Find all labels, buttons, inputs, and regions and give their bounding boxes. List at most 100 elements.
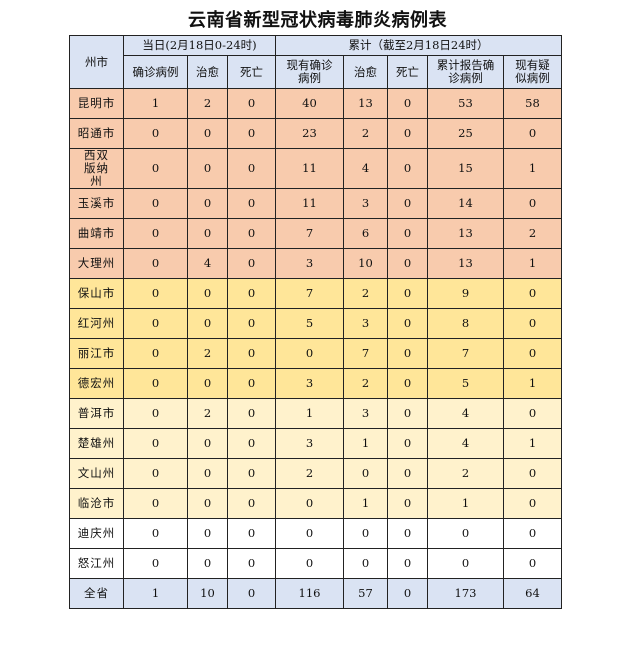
- cell-cum-reported: 0: [427, 518, 504, 549]
- cell-daily-cured: 0: [187, 118, 228, 149]
- region-name: 丽江市: [69, 338, 124, 369]
- cell-cum-reported: 0: [427, 548, 504, 579]
- cell-cum-cured: 2: [343, 118, 388, 149]
- cell-cum-deaths: 0: [387, 488, 428, 519]
- cell-current-suspected: 64: [503, 578, 562, 609]
- cell-daily-cured: 2: [187, 398, 228, 429]
- region-name: 怒江州: [69, 548, 124, 579]
- header-cumulative-group: 累计（截至2月18日24时）: [275, 35, 562, 56]
- cell-current-confirmed: 11: [275, 148, 344, 189]
- cell-cum-deaths: 0: [387, 548, 428, 579]
- cell-daily-confirmed: 0: [123, 308, 188, 339]
- cell-cum-cured: 0: [343, 548, 388, 579]
- cell-daily-deaths: 0: [227, 518, 276, 549]
- cell-cum-cured: 57: [343, 578, 388, 609]
- table-row: 普洱市 0 2 0 1 3 0 4 0: [69, 398, 562, 429]
- cell-current-suspected: 1: [503, 148, 562, 189]
- cell-cum-cured: 0: [343, 518, 388, 549]
- page-title: 云南省新型冠状病毒肺炎病例表: [188, 10, 447, 31]
- cell-cum-deaths: 0: [387, 148, 428, 189]
- cell-daily-deaths: 0: [227, 118, 276, 149]
- table-row: 红河州 0 0 0 5 3 0 8 0: [69, 308, 562, 339]
- cell-daily-deaths: 0: [227, 88, 276, 119]
- region-name: 保山市: [69, 278, 124, 309]
- cell-current-confirmed: 0: [275, 488, 344, 519]
- cell-cum-deaths: 0: [387, 188, 428, 219]
- cell-cum-reported: 13: [427, 248, 504, 279]
- table-row: 丽江市 0 2 0 0 7 0 7 0: [69, 338, 562, 369]
- cell-current-confirmed: 3: [275, 368, 344, 399]
- region-name: 德宏州: [69, 368, 124, 399]
- header-daily-cured: 治愈: [187, 55, 228, 89]
- cell-current-suspected: 0: [503, 338, 562, 369]
- cell-daily-cured: 0: [187, 148, 228, 189]
- header-daily-group: 当日(2月18日0-24时): [123, 35, 276, 56]
- cell-daily-confirmed: 0: [123, 248, 188, 279]
- cell-current-confirmed: 23: [275, 118, 344, 149]
- cell-cum-reported: 7: [427, 338, 504, 369]
- cell-daily-cured: 0: [187, 278, 228, 309]
- header-cum-cured: 治愈: [343, 55, 388, 89]
- cell-cum-cured: 13: [343, 88, 388, 119]
- cell-daily-confirmed: 0: [123, 148, 188, 189]
- cell-daily-cured: 0: [187, 428, 228, 459]
- cell-daily-cured: 2: [187, 338, 228, 369]
- cell-current-suspected: 1: [503, 428, 562, 459]
- region-name: 玉溪市: [69, 188, 124, 219]
- table-row: 楚雄州 0 0 0 3 1 0 4 1: [69, 428, 562, 459]
- cell-daily-deaths: 0: [227, 398, 276, 429]
- table-row: 大理州 0 4 0 3 10 0 13 1: [69, 248, 562, 279]
- cell-daily-confirmed: 0: [123, 188, 188, 219]
- cell-cum-cured: 3: [343, 308, 388, 339]
- table-row: 保山市 0 0 0 7 2 0 9 0: [69, 278, 562, 309]
- region-name: 普洱市: [69, 398, 124, 429]
- header-daily-deaths: 死亡: [227, 55, 276, 89]
- cell-cum-cured: 1: [343, 488, 388, 519]
- cell-cum-cured: 7: [343, 338, 388, 369]
- table-row: 文山州 0 0 0 2 0 0 2 0: [69, 458, 562, 489]
- cell-cum-reported: 9: [427, 278, 504, 309]
- cell-cum-deaths: 0: [387, 278, 428, 309]
- table-row: 玉溪市 0 0 0 11 3 0 14 0: [69, 188, 562, 219]
- cell-daily-confirmed: 0: [123, 398, 188, 429]
- cell-daily-deaths: 0: [227, 458, 276, 489]
- region-name: 昭通市: [69, 118, 124, 149]
- cell-daily-confirmed: 0: [123, 278, 188, 309]
- region-name: 迪庆州: [69, 518, 124, 549]
- cell-daily-cured: 0: [187, 218, 228, 249]
- cell-daily-confirmed: 0: [123, 338, 188, 369]
- cell-cum-deaths: 0: [387, 428, 428, 459]
- cell-cum-cured: 2: [343, 368, 388, 399]
- cell-cum-reported: 15: [427, 148, 504, 189]
- cell-current-suspected: 2: [503, 218, 562, 249]
- cell-daily-deaths: 0: [227, 248, 276, 279]
- cell-daily-cured: 4: [187, 248, 228, 279]
- cell-current-suspected: 0: [503, 518, 562, 549]
- cell-daily-cured: 2: [187, 88, 228, 119]
- cell-cum-reported: 2: [427, 458, 504, 489]
- region-name: 文山州: [69, 458, 124, 489]
- total-row: 全省 1 10 0 116 57 0 173 64: [69, 578, 562, 609]
- cell-daily-deaths: 0: [227, 218, 276, 249]
- cell-current-confirmed: 1: [275, 398, 344, 429]
- cell-cum-cured: 3: [343, 398, 388, 429]
- cell-daily-confirmed: 0: [123, 548, 188, 579]
- cell-daily-deaths: 0: [227, 488, 276, 519]
- cell-current-suspected: 0: [503, 458, 562, 489]
- header-cum-reported: 累计报告确诊病例: [427, 55, 504, 89]
- cell-cum-deaths: 0: [387, 88, 428, 119]
- cell-daily-cured: 0: [187, 368, 228, 399]
- cell-daily-deaths: 0: [227, 338, 276, 369]
- cell-daily-cured: 0: [187, 548, 228, 579]
- cell-daily-deaths: 0: [227, 578, 276, 609]
- cell-daily-confirmed: 1: [123, 88, 188, 119]
- cell-cum-deaths: 0: [387, 458, 428, 489]
- region-name: 昆明市: [69, 88, 124, 119]
- cell-current-suspected: 1: [503, 368, 562, 399]
- cell-daily-cured: 0: [187, 188, 228, 219]
- cell-cum-reported: 4: [427, 428, 504, 459]
- cell-daily-cured: 0: [187, 518, 228, 549]
- cell-current-suspected: 0: [503, 118, 562, 149]
- region-name: 西双版纳州: [69, 148, 124, 189]
- cell-daily-cured: 0: [187, 488, 228, 519]
